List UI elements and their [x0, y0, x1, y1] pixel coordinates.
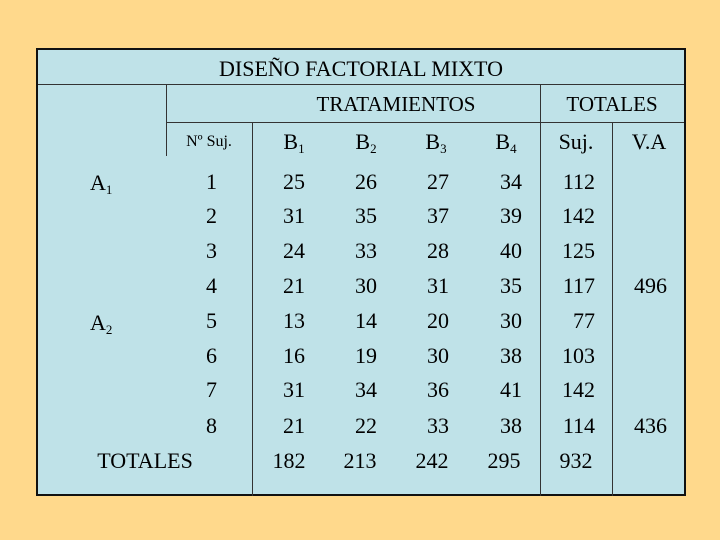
treatment-total: 295: [487, 448, 521, 473]
totals-row-label: TOTALES: [97, 448, 193, 473]
subject-total: 103: [562, 343, 595, 368]
score-cell: 20: [427, 308, 449, 333]
group-label-a1: A1: [90, 170, 113, 197]
treatment-header-b4-base: B: [495, 129, 511, 154]
score-cell: 27: [427, 169, 449, 194]
treatment-total: 242: [415, 448, 449, 473]
score-cell: 41: [500, 377, 522, 402]
subject-total: 114: [562, 413, 595, 438]
score-cell: 40: [500, 238, 522, 263]
treatment-header-b2: B2: [355, 129, 377, 156]
group-label-a2-subscript: 2: [105, 322, 113, 337]
score-cell: 35: [355, 203, 377, 228]
subject-total: 142: [562, 203, 595, 228]
treatment-header-b2-base: B: [355, 129, 371, 154]
score-cell: 35: [500, 273, 522, 298]
score-cell: 31: [427, 273, 449, 298]
grand-total: 932: [559, 448, 593, 473]
subject-col-header: Nº Suj.: [186, 133, 232, 150]
subject-number: 8: [206, 413, 217, 438]
score-cell: 21: [283, 413, 305, 438]
table-title: DISEÑO FACTORIAL MIXTO: [219, 56, 503, 81]
score-cell: 19: [355, 343, 377, 368]
score-cell: 13: [283, 308, 305, 333]
score-cell: 33: [427, 413, 449, 438]
score-cell: 24: [283, 238, 305, 263]
score-cell: 30: [500, 308, 522, 333]
score-cell: 14: [355, 308, 377, 333]
group-total-va: 436: [634, 413, 667, 438]
treatment-header-b1: B1: [283, 129, 305, 156]
score-cell: 22: [355, 413, 377, 438]
group-label-a1-subscript: 1: [105, 182, 113, 197]
score-cell: 36: [427, 377, 449, 402]
score-cell: 16: [283, 343, 305, 368]
rule-under-title: [38, 84, 684, 85]
score-cell: 33: [355, 238, 377, 263]
treatment-header-b3-subscript: 3: [440, 141, 447, 156]
group-total-va: 496: [634, 273, 667, 298]
subject-number: 5: [206, 308, 217, 333]
rule-left-totals: [540, 84, 541, 496]
subject-number: 1: [206, 169, 217, 194]
rule-left-treatments: [252, 122, 253, 496]
subject-total: 77: [573, 308, 595, 333]
treatment-header-b3-base: B: [425, 129, 441, 154]
score-cell: 28: [427, 238, 449, 263]
subject-total: 112: [562, 169, 595, 194]
rule-under-group-header: [166, 122, 684, 123]
subject-total: 142: [562, 377, 595, 402]
treatment-header-b1-base: B: [283, 129, 299, 154]
group-label-a2-base: A: [90, 310, 106, 335]
treatment-header-b4-subscript: 4: [510, 141, 517, 156]
subject-number: 6: [206, 343, 217, 368]
group-label-a1-base: A: [90, 170, 106, 195]
treatment-total: 213: [343, 448, 377, 473]
rule-left-va: [612, 122, 613, 496]
score-cell: 34: [500, 169, 522, 194]
treatment-header-b1-subscript: 1: [298, 141, 305, 156]
score-cell: 37: [427, 203, 449, 228]
totals-header: TOTALES: [566, 92, 658, 116]
treatment-header-b4: B4: [495, 129, 517, 156]
score-cell: 39: [500, 203, 522, 228]
score-cell: 31: [283, 203, 305, 228]
rule-left-subject-col: [166, 84, 167, 156]
score-cell: 31: [283, 377, 305, 402]
factorial-design-table: [36, 48, 686, 496]
subject-number: 2: [206, 203, 217, 228]
group-label-a2: A2: [90, 310, 113, 337]
treatment-header-b3: B3: [425, 129, 447, 156]
subject-total: 117: [562, 273, 595, 298]
subject-number: 4: [206, 273, 217, 298]
score-cell: 30: [427, 343, 449, 368]
treatment-total: 182: [272, 448, 306, 473]
subject-number: 3: [206, 238, 217, 263]
subject-number: 7: [206, 377, 217, 402]
score-cell: 25: [283, 169, 305, 194]
treatment-header-b2-subscript: 2: [370, 141, 377, 156]
score-cell: 38: [500, 343, 522, 368]
totals-col-va: V.A: [631, 129, 667, 154]
score-cell: 21: [283, 273, 305, 298]
treatments-header: TRATAMIENTOS: [316, 92, 476, 116]
score-cell: 26: [355, 169, 377, 194]
totals-col-suj: Suj.: [558, 129, 594, 154]
score-cell: 34: [355, 377, 377, 402]
subject-total: 125: [562, 238, 595, 263]
score-cell: 30: [355, 273, 377, 298]
score-cell: 38: [500, 413, 522, 438]
